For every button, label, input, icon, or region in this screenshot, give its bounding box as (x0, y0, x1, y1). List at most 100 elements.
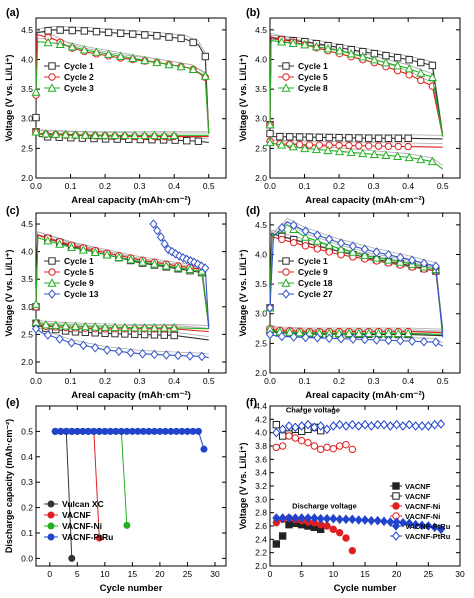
annotation-discharge: Discharge voltage (292, 502, 357, 511)
data-point (335, 442, 344, 450)
data-point (404, 63, 414, 73)
legend-marker (47, 533, 55, 541)
data-point (277, 331, 286, 342)
data-point (403, 328, 413, 337)
data-point (428, 61, 437, 70)
data-point (284, 421, 294, 431)
data-point (297, 436, 306, 445)
y-tick-label: 3.0 (255, 309, 267, 319)
legend-label: VACNF-Ni (405, 502, 440, 511)
data-point (348, 241, 357, 251)
data-point (66, 242, 77, 252)
data-point (286, 133, 294, 141)
data-point (345, 134, 353, 142)
x-axis-label: Cycle number (334, 583, 397, 593)
series-line (35, 33, 210, 134)
data-point (311, 41, 321, 51)
data-point (315, 141, 324, 149)
data-point (405, 56, 413, 64)
y-tick-label: 3.5 (255, 84, 267, 94)
data-point (315, 133, 324, 142)
y-tick-label: 0.2 (21, 503, 33, 513)
x-tick-label: 0 (47, 569, 52, 579)
y-tick-label: 4.5 (255, 220, 267, 230)
x-axis-label: Areal capacity (mAh·cm⁻²) (71, 195, 191, 206)
data-point (43, 330, 52, 340)
data-point (201, 263, 210, 273)
data-point (342, 534, 350, 542)
data-point (398, 517, 408, 528)
data-point (278, 235, 286, 244)
data-point (430, 419, 439, 430)
data-point (123, 521, 131, 529)
legend-label: VACNF (405, 492, 431, 501)
x-tick-label: 0.5 (437, 181, 449, 191)
data-point (300, 143, 310, 153)
data-point (383, 255, 393, 264)
data-point (194, 137, 203, 145)
x-tick-label: 15 (360, 569, 370, 579)
gray-trace (35, 318, 209, 326)
y-tick-label: 0.1 (21, 528, 33, 538)
data-point (310, 513, 319, 523)
x-axis-label: Areal capacity (mAh·cm⁻²) (305, 195, 425, 206)
data-point (300, 232, 311, 241)
y-tick-label: 4.0 (21, 247, 33, 257)
gray-trace (269, 32, 444, 134)
data-point (329, 513, 338, 524)
data-point (149, 259, 159, 268)
data-point (120, 322, 130, 332)
data-point (323, 443, 331, 452)
data-point (150, 349, 159, 360)
legend-label: Cycle 1 (298, 61, 328, 71)
data-point (354, 328, 364, 337)
data-point (161, 261, 171, 270)
x-axis-label: Areal capacity (mAh·cm⁻²) (305, 390, 425, 401)
data-point (278, 442, 287, 450)
data-point (138, 349, 147, 359)
legend-label: VACNF-PtRu (62, 532, 113, 542)
data-point (116, 51, 126, 60)
data-point (417, 58, 425, 67)
data-point (43, 235, 53, 245)
data-point (372, 253, 382, 262)
panel-e: (e) 0 5 10 15 20 25 30 0.0 0.1 0.2 0.3 0.4 0.5 Cycle n… (4, 397, 227, 594)
data-point (265, 119, 275, 129)
data-point (277, 222, 286, 233)
data-point (276, 132, 284, 141)
data-point (311, 144, 321, 154)
legend-label: Cycle 1 (64, 256, 94, 266)
legend-label: Cycle 9 (64, 278, 94, 288)
y-tick-label: 4.5 (21, 219, 33, 229)
y-axis-label: Voltage (V vs. Li/Li⁺) (4, 54, 14, 141)
x-tick-label: 0.1 (65, 376, 77, 386)
data-point (342, 440, 350, 449)
data-point (55, 239, 65, 248)
data-point (159, 130, 169, 140)
data-point (325, 133, 333, 142)
data-point (70, 321, 81, 330)
data-point (310, 422, 319, 433)
data-point (79, 340, 88, 351)
data-point (416, 68, 426, 77)
data-point (322, 513, 332, 524)
y-tick-label: 4.0 (21, 54, 33, 64)
data-point (55, 39, 65, 49)
data-point (92, 27, 101, 36)
y-tick-label: 4.2 (255, 414, 267, 424)
gray-trace (269, 217, 444, 334)
data-point (364, 328, 374, 337)
data-point (310, 442, 319, 450)
data-point (78, 245, 88, 254)
data-point (61, 129, 71, 139)
data-point (104, 49, 114, 58)
data-point (278, 513, 287, 523)
data-point (126, 347, 135, 358)
legend-marker (47, 511, 55, 519)
data-point (153, 225, 162, 236)
y-tick-label: 2.4 (255, 534, 267, 544)
x-tick-label: 30 (210, 569, 220, 579)
data-point (393, 328, 403, 337)
x-tick-label: 25 (424, 569, 434, 579)
data-point (325, 141, 333, 149)
